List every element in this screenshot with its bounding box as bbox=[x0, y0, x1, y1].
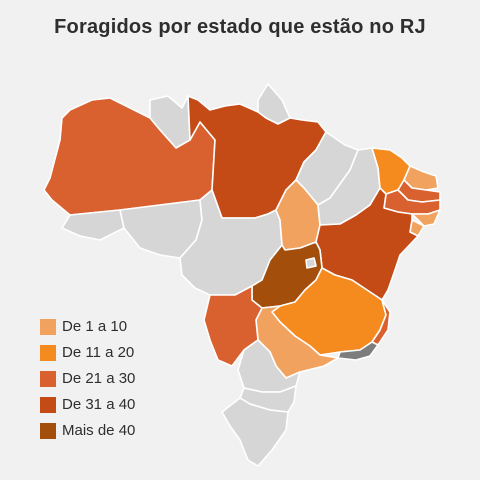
state-rj bbox=[337, 341, 379, 361]
map-title: Foragidos por estado que estão no RJ bbox=[54, 16, 426, 38]
legend-swatch bbox=[40, 318, 56, 335]
legend-item: Mais de 40 bbox=[40, 420, 135, 441]
legend-label: Mais de 40 bbox=[62, 422, 136, 439]
state-ac bbox=[61, 209, 125, 241]
state-rs bbox=[221, 397, 289, 467]
legend-swatch bbox=[40, 396, 56, 413]
state-df bbox=[305, 257, 317, 269]
legend-swatch bbox=[40, 344, 56, 361]
legend-label: De 21 a 30 bbox=[62, 370, 136, 387]
state-al bbox=[411, 209, 441, 227]
state-pr bbox=[237, 339, 301, 393]
legend-item: De 21 a 30 bbox=[40, 368, 135, 389]
legend-swatch bbox=[40, 370, 56, 387]
legend-swatch bbox=[40, 422, 56, 439]
legend: De 1 a 10 De 11 a 20 De 21 a 30 De 31 a … bbox=[40, 316, 135, 446]
legend-item: De 1 a 10 bbox=[40, 316, 135, 337]
legend-item: De 31 a 40 bbox=[40, 394, 135, 415]
legend-label: De 1 a 10 bbox=[62, 318, 128, 335]
legend-item: De 11 a 20 bbox=[40, 342, 135, 363]
legend-label: De 11 a 20 bbox=[62, 344, 135, 361]
legend-label: De 31 a 40 bbox=[62, 396, 136, 413]
